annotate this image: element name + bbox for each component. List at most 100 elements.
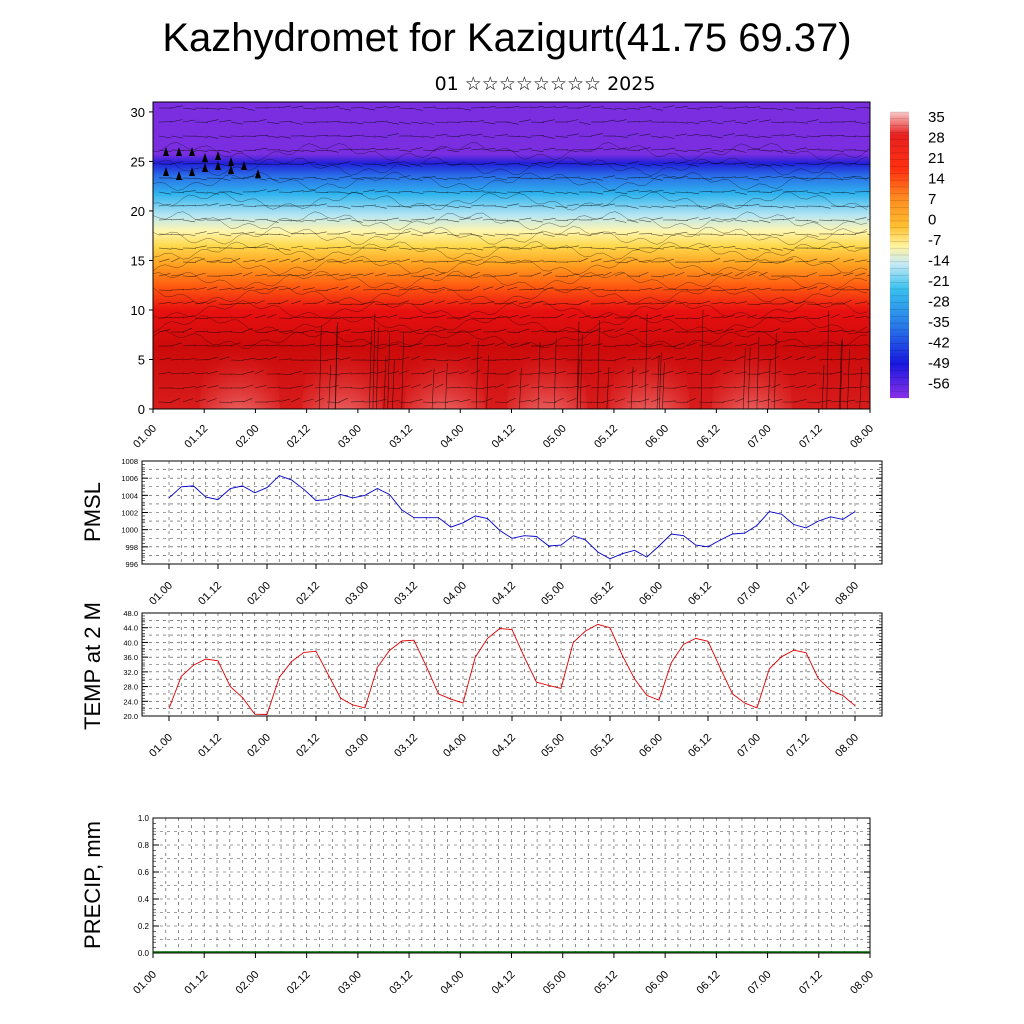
wind-barb [230, 331, 244, 333]
wind-barb [158, 289, 172, 291]
x-tick-label: 08.00 [833, 580, 861, 608]
wind-barb [242, 121, 256, 123]
wind-barb [734, 261, 748, 263]
wind-barb [446, 399, 460, 403]
wind-barb [602, 259, 616, 263]
wind-barb [818, 247, 832, 250]
wind-pennant [176, 171, 182, 180]
wind-barb [374, 288, 388, 291]
x-tick-label: 04.00 [441, 732, 469, 760]
wind-barb [866, 289, 870, 291]
wind-barb [398, 288, 412, 291]
wind-barb [794, 135, 808, 138]
wind-barb [383, 356, 387, 409]
wind-barb [242, 370, 255, 375]
wind-barb [230, 135, 244, 137]
wind-barb [242, 107, 255, 111]
wind-barb [782, 373, 796, 376]
wind-barb [290, 245, 303, 249]
wind-barb [566, 149, 580, 153]
wind-barb [554, 313, 564, 319]
wind-barb [566, 119, 579, 123]
wind-barb [458, 342, 470, 347]
wind-barb [638, 163, 651, 167]
wind-barb [614, 261, 628, 264]
warm-surface-area [404, 329, 485, 409]
wind-barb [626, 219, 639, 223]
wind-barb [338, 303, 352, 306]
wind-barb [794, 190, 808, 193]
wind-barb [422, 217, 435, 221]
wind-barb [266, 135, 280, 138]
y-tick-label: 996 [125, 560, 138, 569]
wind-barb [218, 401, 232, 404]
wind-barb [590, 232, 604, 235]
wind-barb [398, 370, 409, 375]
wind-barb [722, 120, 736, 123]
wind-barb [626, 161, 639, 165]
wind-barb [314, 135, 328, 137]
wind-barb [242, 246, 256, 249]
wind-barb [170, 233, 184, 236]
x-tick-label: 05.00 [541, 969, 569, 997]
wind-barb [518, 301, 531, 305]
wind-barb [398, 258, 410, 263]
y-tick-label: 24.0 [123, 697, 138, 706]
wind-barb [410, 343, 423, 347]
wind-barb [218, 149, 231, 153]
wind-barb [518, 148, 532, 151]
x-tick-label: 06.00 [643, 423, 671, 451]
wind-barb [494, 233, 508, 236]
wind-barb [518, 399, 532, 403]
wind-barb [518, 314, 531, 319]
colorbar-label: -56 [928, 376, 950, 393]
wind-barb [302, 329, 315, 333]
wind-barb [866, 401, 870, 403]
wind-barb [518, 106, 532, 109]
contour-line [153, 315, 868, 335]
wind-barb [302, 177, 316, 179]
wind-barb [158, 273, 171, 277]
wind-barb [530, 372, 544, 375]
wind-barb [626, 358, 640, 361]
y-tick-label: 1002 [121, 509, 138, 518]
wind-barb [602, 247, 616, 250]
wind-barb [494, 205, 508, 208]
wind-barb [242, 287, 255, 291]
wind-barb [254, 177, 267, 181]
wind-barb [374, 106, 388, 109]
wind-barb [626, 231, 639, 235]
wind-barb [578, 204, 592, 207]
wind-barb [842, 176, 856, 179]
wind-barb [770, 149, 783, 153]
wind-barb [278, 330, 292, 333]
wind-barb [542, 161, 555, 165]
wind-barb [770, 163, 783, 167]
wind-barb [722, 328, 734, 333]
wind-barb [650, 233, 664, 237]
wind-barb [314, 386, 328, 389]
x-tick-label: 07.12 [784, 580, 812, 608]
wind-barb [422, 121, 435, 125]
wind-barb [866, 387, 870, 389]
wind-barb [686, 217, 699, 221]
wind-barb [254, 258, 266, 263]
wind-barb [746, 106, 760, 109]
wind-barb [266, 344, 280, 347]
wind-barb [614, 344, 628, 347]
wind-barb [182, 358, 196, 361]
wind-barb [854, 401, 868, 403]
wind-barb [206, 300, 217, 305]
wind-barb [170, 316, 184, 319]
colorbar-label: -14 [928, 253, 950, 270]
colorbar-label: 28 [928, 130, 945, 147]
wind-barb [866, 219, 870, 221]
wind-barb [698, 190, 712, 193]
wind-barb [722, 386, 736, 389]
wind-barb [254, 385, 267, 389]
wind-barb [698, 314, 710, 319]
heatmap-field [153, 102, 870, 409]
wind-barb [458, 217, 471, 221]
wind-barb [482, 147, 496, 151]
x-tick-label: 01.00 [131, 969, 159, 997]
